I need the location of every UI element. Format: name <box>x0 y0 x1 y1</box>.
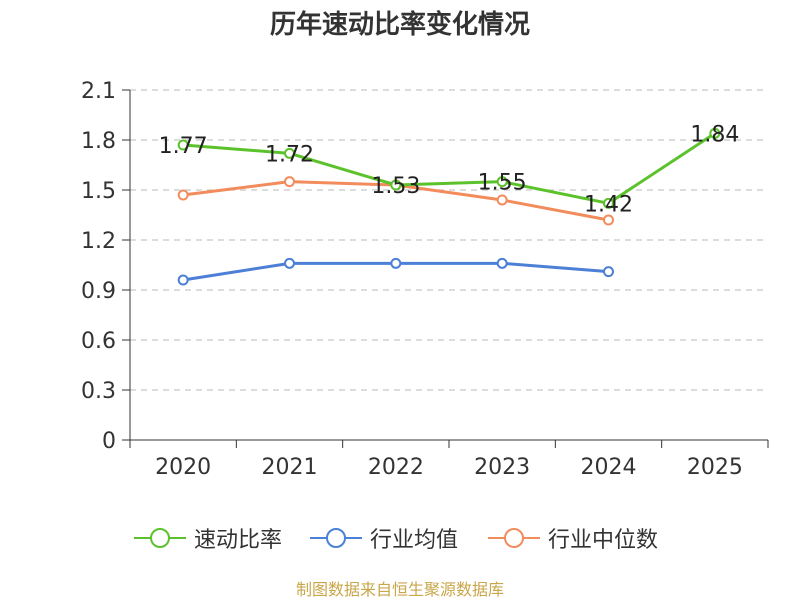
data-point <box>390 179 402 191</box>
y-axis-ticks: 0 0.3 0.6 0.9 1.2 1.5 1.8 2.1 <box>81 79 130 454</box>
x-tick-label: 2022 <box>368 455 424 480</box>
data-label: 1.77 <box>159 134 208 159</box>
data-point <box>603 197 614 209</box>
data-point <box>284 257 295 269</box>
x-tick-label: 2025 <box>687 455 743 480</box>
data-point <box>709 127 721 139</box>
legend-label-industry-median: 行业中位数 <box>548 528 659 553</box>
legend: 速动比率 行业均值 行业中位数 <box>0 518 800 558</box>
grid-lines <box>130 89 768 391</box>
data-point <box>284 147 295 159</box>
legend-marker-industry-median <box>488 528 540 548</box>
data-point <box>496 176 508 188</box>
y-tick-label: 0.3 <box>81 379 116 404</box>
data-label: 1.55 <box>478 171 527 196</box>
series-group <box>177 127 721 286</box>
legend-item-industry-median[interactable]: 行业中位数 <box>488 518 658 558</box>
axes <box>129 90 768 441</box>
x-tick-label: 2023 <box>474 455 530 480</box>
data-point <box>496 194 508 206</box>
legend-marker-industry-mean <box>310 528 362 548</box>
data-label: 1.42 <box>584 192 633 217</box>
y-tick-label: 0.9 <box>81 279 116 304</box>
data-label: 1.53 <box>371 174 420 199</box>
data-source: 制图数据来自恒生聚源数据库 <box>295 580 504 599</box>
y-tick-label: 0 <box>102 429 116 454</box>
data-label: 1.84 <box>690 122 739 147</box>
data-point <box>177 189 189 201</box>
series-line <box>183 132 716 205</box>
data-point <box>603 214 614 226</box>
legend-item-industry-mean[interactable]: 行业均值 <box>310 518 458 558</box>
chart-title: 历年速动比率变化情况 <box>269 10 530 40</box>
x-tick-label: 2020 <box>155 455 211 480</box>
legend-label-quick-ratio: 速动比率 <box>194 528 283 553</box>
data-point <box>496 257 508 269</box>
y-tick-label: 1.8 <box>81 129 116 154</box>
data-point <box>284 176 295 188</box>
legend-marker-quick-ratio <box>134 528 186 548</box>
data-point <box>177 139 189 151</box>
y-tick-label: 1.5 <box>81 179 116 204</box>
x-axis-ticks: 2020 2021 2022 2023 2024 2025 <box>129 440 769 480</box>
y-tick-label: 2.1 <box>81 79 116 104</box>
data-label: 1.72 <box>265 142 314 167</box>
data-point <box>177 274 189 286</box>
data-labels: 1.77 1.72 1.53 1.55 1.42 1.84 <box>159 122 740 217</box>
y-tick-label: 0.6 <box>81 329 116 354</box>
x-tick-label: 2021 <box>262 455 318 480</box>
data-point <box>603 266 614 278</box>
legend-label-industry-mean: 行业均值 <box>370 528 459 553</box>
x-tick-label: 2024 <box>581 455 637 480</box>
data-point <box>390 257 402 269</box>
legend-item-quick-ratio[interactable]: 速动比率 <box>134 518 282 558</box>
y-tick-label: 1.2 <box>81 229 116 254</box>
